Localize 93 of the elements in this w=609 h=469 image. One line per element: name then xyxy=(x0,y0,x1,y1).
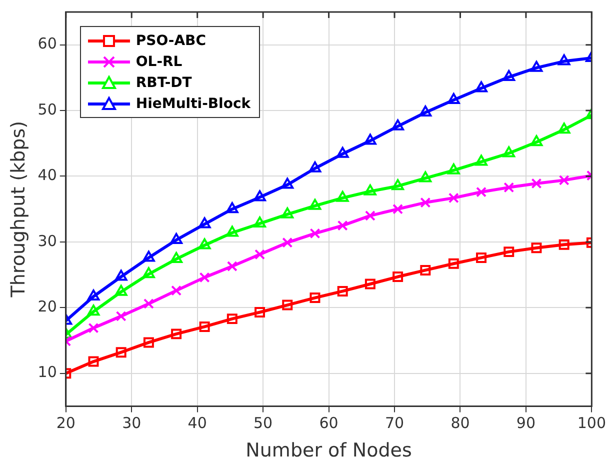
point xyxy=(226,226,238,237)
y-tick-label: 50 xyxy=(38,100,57,118)
point xyxy=(114,284,128,296)
x-tick-label: 30 xyxy=(122,414,142,432)
point xyxy=(364,210,376,221)
x-tick-label: 90 xyxy=(516,414,536,432)
point xyxy=(502,70,516,82)
point xyxy=(364,134,376,145)
legend-label: PSO-ABC xyxy=(136,32,206,48)
x-tick-label: 60 xyxy=(319,414,338,432)
point xyxy=(336,146,349,158)
point xyxy=(254,216,266,228)
point xyxy=(558,239,570,250)
point xyxy=(171,285,182,296)
x-tick-label: 100 xyxy=(577,414,606,432)
point xyxy=(476,186,487,198)
point xyxy=(171,328,182,340)
point xyxy=(448,192,459,204)
point xyxy=(364,278,376,290)
point xyxy=(530,135,543,146)
point xyxy=(308,161,322,172)
point xyxy=(502,146,516,158)
x-tick-label: 70 xyxy=(384,414,404,432)
point xyxy=(392,272,404,282)
point xyxy=(419,106,432,117)
point xyxy=(392,204,404,214)
point xyxy=(448,258,459,269)
point xyxy=(226,261,238,272)
point xyxy=(504,246,514,258)
point xyxy=(226,202,238,214)
point xyxy=(254,249,266,260)
point xyxy=(282,237,293,248)
point xyxy=(336,190,349,202)
point xyxy=(310,228,320,239)
point xyxy=(530,60,543,72)
point xyxy=(475,81,488,92)
point xyxy=(199,272,210,283)
point xyxy=(475,154,488,166)
y-tick-label: 30 xyxy=(38,232,57,250)
point xyxy=(504,182,514,193)
point xyxy=(392,179,404,190)
x-tick-label: 20 xyxy=(56,414,76,432)
point xyxy=(198,238,211,250)
point xyxy=(198,217,211,228)
legend-label: HieMulti-Block xyxy=(136,96,251,112)
legend-label: RBT-DT xyxy=(136,74,192,90)
point xyxy=(87,289,100,300)
point xyxy=(420,197,431,208)
point xyxy=(143,337,154,348)
point xyxy=(392,119,404,130)
point xyxy=(88,356,99,367)
point xyxy=(308,198,322,210)
x-axis-title: Number of Nodes xyxy=(246,440,412,462)
y-axis-title: Throughput (kbps) xyxy=(7,120,30,298)
point xyxy=(558,54,570,66)
point xyxy=(142,250,155,262)
y-tick-label: 60 xyxy=(38,34,57,53)
point xyxy=(420,264,431,276)
point xyxy=(447,93,460,104)
point xyxy=(447,163,460,174)
point xyxy=(281,207,294,218)
x-tick-label: 40 xyxy=(188,414,207,432)
x-tick-label: 50 xyxy=(254,414,273,432)
point xyxy=(310,292,320,304)
point xyxy=(88,322,99,334)
point xyxy=(114,270,128,281)
x-tick-label: 80 xyxy=(450,414,470,432)
point xyxy=(531,242,542,254)
point xyxy=(170,252,182,264)
point xyxy=(281,178,294,189)
point xyxy=(558,174,570,186)
point xyxy=(170,232,182,244)
point xyxy=(199,321,210,332)
point xyxy=(364,184,376,196)
point xyxy=(87,304,100,316)
point xyxy=(337,220,348,231)
point xyxy=(142,267,155,278)
point xyxy=(116,347,126,358)
y-tick-label: 40 xyxy=(38,166,57,184)
point xyxy=(282,300,293,310)
point xyxy=(254,307,266,318)
y-tick-label: 20 xyxy=(38,298,57,316)
y-tick-label: 10 xyxy=(38,363,57,382)
point xyxy=(226,314,238,324)
point xyxy=(558,122,570,134)
point xyxy=(476,252,487,263)
point xyxy=(531,178,542,189)
point xyxy=(254,190,266,202)
legend-label: OL-RL xyxy=(136,54,182,70)
point xyxy=(116,310,126,322)
point xyxy=(143,298,154,309)
point xyxy=(337,286,348,296)
point xyxy=(419,171,432,182)
